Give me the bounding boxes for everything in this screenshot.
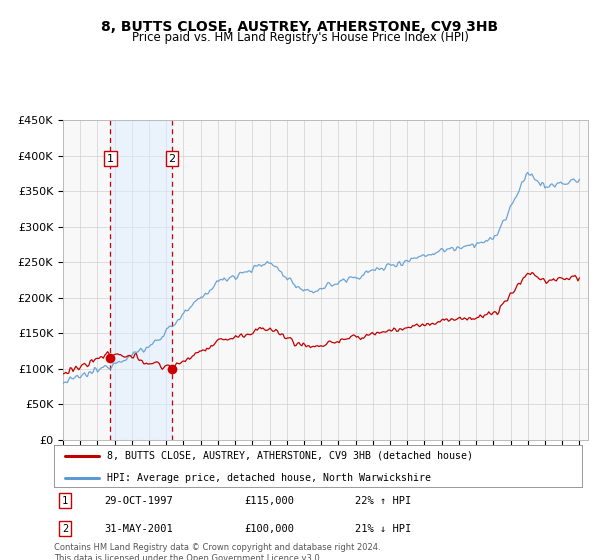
Text: 8, BUTTS CLOSE, AUSTREY, ATHERSTONE, CV9 3HB: 8, BUTTS CLOSE, AUSTREY, ATHERSTONE, CV9… — [101, 20, 499, 34]
Text: 1: 1 — [107, 153, 114, 164]
Text: 2: 2 — [169, 153, 176, 164]
Text: 2: 2 — [62, 524, 68, 534]
Text: HPI: Average price, detached house, North Warwickshire: HPI: Average price, detached house, Nort… — [107, 473, 431, 483]
Text: £100,000: £100,000 — [244, 524, 294, 534]
Bar — [110, 120, 172, 440]
Text: Price paid vs. HM Land Registry's House Price Index (HPI): Price paid vs. HM Land Registry's House … — [131, 31, 469, 44]
Text: 31-MAY-2001: 31-MAY-2001 — [104, 524, 173, 534]
Text: 29-OCT-1997: 29-OCT-1997 — [104, 496, 173, 506]
Text: 1: 1 — [62, 496, 68, 506]
Text: £115,000: £115,000 — [244, 496, 294, 506]
Text: 21% ↓ HPI: 21% ↓ HPI — [355, 524, 411, 534]
Text: 22% ↑ HPI: 22% ↑ HPI — [355, 496, 411, 506]
Text: Contains HM Land Registry data © Crown copyright and database right 2024.
This d: Contains HM Land Registry data © Crown c… — [54, 543, 380, 560]
Text: 8, BUTTS CLOSE, AUSTREY, ATHERSTONE, CV9 3HB (detached house): 8, BUTTS CLOSE, AUSTREY, ATHERSTONE, CV9… — [107, 451, 473, 461]
